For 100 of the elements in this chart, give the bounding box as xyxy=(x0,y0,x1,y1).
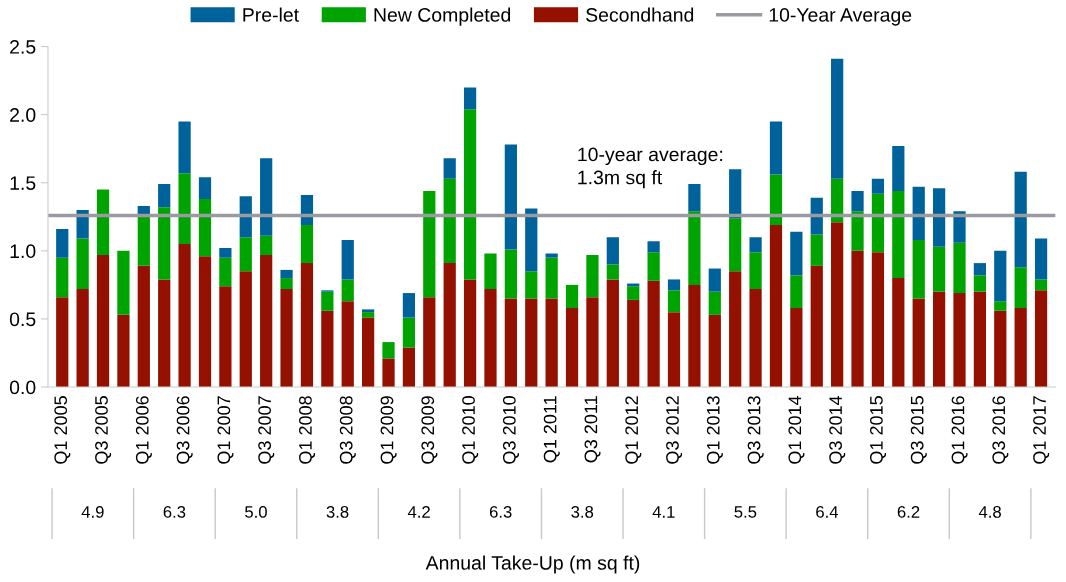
bar xyxy=(382,342,395,359)
y-tick-label: 1.5 xyxy=(10,176,36,190)
x-tick-label: Q1 2011 xyxy=(543,396,560,463)
x-tick-label: Q3 2016 xyxy=(992,396,1009,464)
bar xyxy=(627,299,640,388)
bar xyxy=(1014,171,1027,268)
x-tick-label: Q3 2009 xyxy=(421,396,438,464)
bar xyxy=(239,196,252,238)
bar xyxy=(667,290,681,313)
x-tick-label: Q3 2012 xyxy=(666,396,683,464)
bar xyxy=(688,211,701,285)
bar xyxy=(260,235,273,255)
bar xyxy=(545,257,558,299)
bar xyxy=(647,280,660,388)
bar xyxy=(321,291,334,311)
bar xyxy=(769,174,783,225)
bar xyxy=(851,211,864,251)
bar xyxy=(708,268,721,292)
bar xyxy=(96,189,110,255)
bar xyxy=(708,291,721,315)
bar xyxy=(729,271,742,388)
bar xyxy=(912,186,925,240)
bar xyxy=(137,205,150,215)
bar xyxy=(586,297,599,388)
x-tick-label: Q1 2016 xyxy=(951,396,968,464)
text: 4.2 xyxy=(407,506,430,518)
bar xyxy=(219,286,232,388)
bar xyxy=(402,317,416,348)
bar xyxy=(994,301,1007,311)
bar xyxy=(769,224,783,388)
bar xyxy=(790,308,803,388)
x-tick-label: Q1 2015 xyxy=(869,396,887,464)
bar xyxy=(647,241,660,253)
bar xyxy=(117,250,130,315)
bar xyxy=(831,178,844,223)
x-tick-label: Q1 2012 xyxy=(625,396,642,464)
bar xyxy=(504,298,517,388)
bar xyxy=(280,269,293,279)
bar xyxy=(443,263,456,388)
bar xyxy=(994,310,1007,388)
bar xyxy=(56,229,69,258)
bar xyxy=(810,265,823,388)
x-tick-label: Q1 2008 xyxy=(299,396,316,464)
bar xyxy=(851,250,864,388)
legend-label: Pre-let xyxy=(243,7,299,22)
bar xyxy=(627,286,640,300)
bar xyxy=(525,271,538,299)
bar xyxy=(769,121,783,175)
bar xyxy=(484,253,497,289)
bar xyxy=(423,297,436,388)
x-tick-label: Q1 2017 xyxy=(1033,396,1050,464)
bar xyxy=(56,297,69,388)
bar xyxy=(76,238,89,289)
x-tick-label: Q3 2006 xyxy=(176,396,193,464)
bar xyxy=(729,218,742,272)
bar xyxy=(341,239,354,280)
bar xyxy=(851,190,864,212)
bar xyxy=(871,178,885,194)
bar xyxy=(953,293,966,388)
y-tick-label: 0.0 xyxy=(9,380,36,395)
text: 6.3 xyxy=(489,506,512,518)
bar xyxy=(565,308,579,388)
text: 3.8 xyxy=(571,506,594,518)
bar xyxy=(565,284,579,309)
bar xyxy=(219,257,232,287)
bar xyxy=(973,291,987,388)
text: 4.9 xyxy=(81,506,104,518)
bar xyxy=(749,252,762,289)
text: 6.3 xyxy=(163,506,186,518)
text: 6.2 xyxy=(897,506,920,518)
bar xyxy=(219,248,232,258)
bar xyxy=(423,190,436,298)
bar xyxy=(667,312,681,388)
x-tick-label: Q1 2014 xyxy=(788,395,805,464)
bar xyxy=(76,288,89,388)
bar xyxy=(606,237,619,265)
bar xyxy=(932,246,946,292)
bar xyxy=(892,190,905,279)
legend-label: New Completed xyxy=(374,7,511,26)
bar xyxy=(708,314,721,388)
bar xyxy=(932,291,946,388)
bar xyxy=(280,288,293,388)
bar xyxy=(525,208,538,272)
bar xyxy=(362,312,375,318)
x-axis-title: Annual Take-Up (m sq ft) xyxy=(425,555,640,574)
x-tick-label: Q3 2011 xyxy=(584,396,601,463)
bar xyxy=(463,87,477,110)
bar xyxy=(362,317,375,388)
bar xyxy=(932,188,946,247)
bar xyxy=(831,58,844,179)
x-tick-label: Q1 2007 xyxy=(217,396,234,464)
bar xyxy=(871,193,885,253)
x-tick-label: Q3 2014 xyxy=(829,395,846,464)
y-tick-label: 0.5 xyxy=(9,312,36,327)
bar xyxy=(341,301,354,388)
bar xyxy=(260,158,273,236)
bar xyxy=(606,264,619,280)
bar xyxy=(647,252,660,281)
bar xyxy=(484,288,497,388)
bar xyxy=(198,177,212,200)
